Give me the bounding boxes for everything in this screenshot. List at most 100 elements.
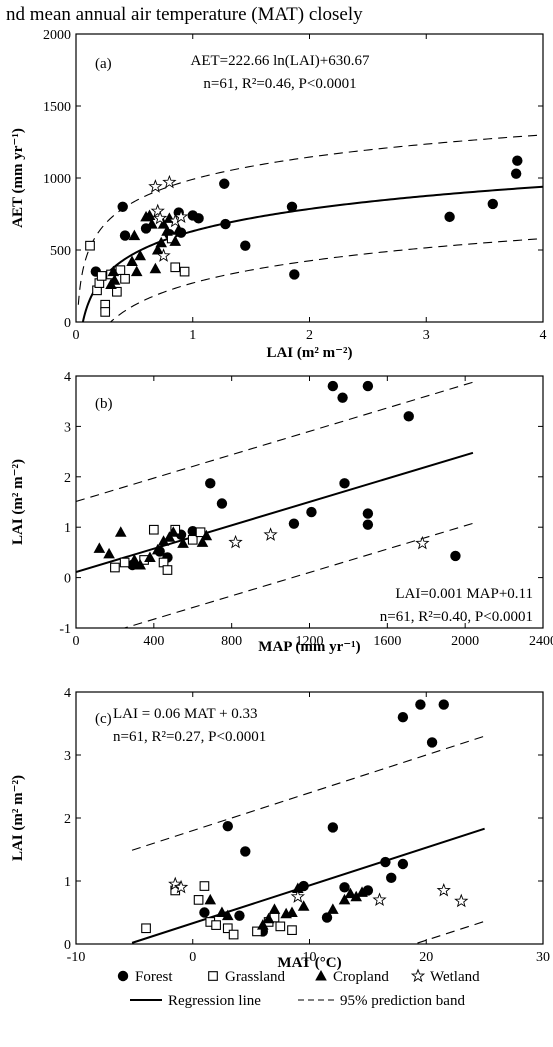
point-cropland [93,542,106,553]
point-forest [512,155,523,166]
x-axis-label: MAT (°C) [277,955,341,971]
panel-label: (c) [95,711,112,727]
data-points [85,155,523,317]
point-grassland [252,926,262,937]
point-forest [199,907,210,918]
point-forest [444,211,455,223]
point-forest [321,912,333,923]
x-tick-label: 400 [143,634,164,649]
regression-stats: n=61, R²=0.27, P<0.0001 [113,729,266,745]
y-tick-label: 2 [64,812,71,827]
point-forest [362,380,374,392]
regression-equation: AET=222.66 ln(LAI)+630.67 [191,53,370,69]
point-forest [362,519,374,530]
point-cropland [155,236,168,248]
regression-equation: LAI=0.001 MAP+0.11 [395,586,533,602]
legend-label-band: 95% prediction band [340,993,465,1009]
point-forest [306,506,317,518]
y-tick-label: 2 [64,471,71,486]
x-tick-label: -10 [67,950,86,965]
point-forest [288,518,300,529]
legend-marker-grassland [208,971,218,981]
point-forest [193,213,204,224]
legend-label-cropland: Cropland [333,969,389,985]
point-cropland [172,223,185,235]
point-grassland [110,562,120,573]
point-forest [426,737,438,748]
point-cropland [338,893,351,905]
y-axis-label: LAI (m² m⁻²) [10,775,26,861]
legend-label-forest: Forest [135,969,173,985]
y-tick-label: 0 [64,938,71,953]
point-cropland [200,529,213,541]
point-forest [234,910,245,921]
point-forest [380,856,391,868]
regression-curves [77,134,543,322]
point-forest [205,478,216,489]
point-grassland [85,240,95,251]
x-tick-label: 3 [423,328,430,343]
y-tick-label: 1 [64,521,71,536]
point-grassland [199,881,210,891]
point-cropland [134,249,147,261]
x-tick-label: 1 [189,328,196,343]
legend-label-regression: Regression line [168,993,261,1009]
x-tick-label: 2 [306,328,313,343]
legend-marker-cropland [315,970,327,981]
point-wetland [290,889,305,903]
x-tick-label: 800 [221,634,242,649]
point-cropland [146,218,158,229]
point-cropland [268,903,281,914]
point-cropland [149,262,162,274]
x-tick-label: 1200 [296,634,324,649]
point-grassland [119,557,130,568]
point-forest [397,858,409,870]
point-wetland [148,179,163,193]
point-cropland [161,225,173,236]
point-grassland [275,921,286,932]
point-cropland [144,551,156,562]
y-tick-label: -1 [59,622,71,637]
chart-panel-a: 0 1 2 3 4 0 500 1000 1500 2000 LAI (m² m⁻²) AET (mm… [10,28,547,361]
legend-label-wetland: Wetland [430,969,480,985]
point-cropland [114,526,127,537]
legend: Forest Grassland Cropland Wetland Regression… [117,968,480,1009]
point-cropland [157,535,170,546]
point-cropland [221,909,234,921]
point-cropland [151,244,164,255]
point-cropland [292,882,304,894]
point-wetland [156,248,171,262]
point-forest [397,712,409,723]
regression-stats: n=61, R²=0.46, P<0.0001 [203,76,356,92]
y-tick-label: 1 [64,875,71,890]
point-forest [510,168,522,179]
body-text-fragment: nd mean annual air temperature (MAT) clo… [6,4,363,25]
point-forest [117,201,128,212]
regression-line [76,451,474,574]
point-forest [216,498,228,509]
point-forest [327,822,339,833]
y-tick-label: 3 [64,420,71,435]
point-cropland [143,209,156,220]
point-forest [362,508,374,519]
point-forest [339,478,350,489]
point-grassland [112,286,122,297]
point-grassland [228,929,239,940]
y-tick-label: 1500 [43,100,71,115]
point-cropland [257,919,269,930]
data-points [93,380,461,575]
point-cropland [167,526,180,537]
point-cropland [216,906,228,917]
point-wetland [173,209,189,223]
point-forest [119,230,131,241]
point-forest [286,201,298,212]
point-cropland [103,547,115,559]
point-forest [339,882,350,893]
point-wetland [228,534,243,549]
panel-label: (b) [95,396,113,412]
x-axis-label: LAI (m² m⁻²) [266,345,352,361]
point-forest [403,411,414,422]
regression-curves [76,381,474,628]
